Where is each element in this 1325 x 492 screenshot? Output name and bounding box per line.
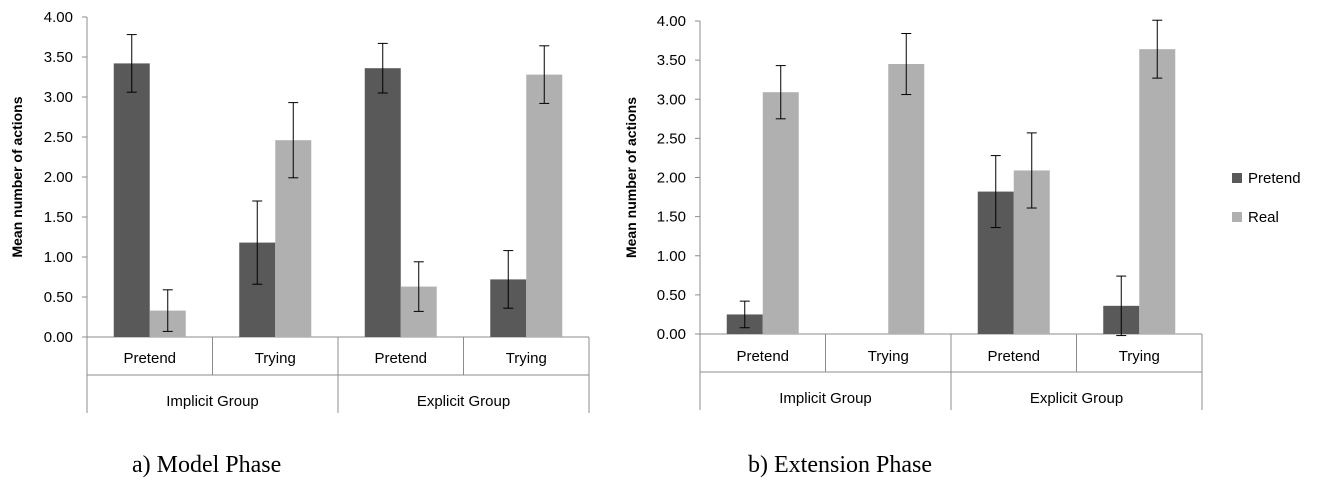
y-tick-label: 0.00 (44, 329, 73, 346)
x-group-label: Explicit Group (1030, 390, 1123, 407)
legend-label: Real (1248, 209, 1279, 226)
y-tick-label: 1.50 (657, 209, 686, 226)
x-tick-label: Pretend (374, 350, 427, 367)
x-tick-label: Trying (1119, 348, 1160, 365)
legend: Pretend Real (1232, 170, 1301, 226)
y-axis-title: Mean number of actions (623, 97, 639, 258)
y-tick-label: 0.00 (657, 326, 686, 343)
y-tick-label: 2.50 (657, 130, 686, 147)
y-tick-label: 1.50 (44, 209, 73, 226)
bar-real (526, 74, 563, 337)
y-tick-label: 2.50 (44, 129, 73, 146)
x-group-label: Implicit Group (166, 393, 259, 410)
y-tick-label: 2.00 (44, 169, 73, 186)
x-group-label: Explicit Group (417, 393, 510, 410)
y-tick-label: 1.00 (657, 248, 686, 265)
legend-label: Pretend (1248, 170, 1301, 187)
y-tick-label: 2.00 (657, 170, 686, 187)
y-tick-label: 0.50 (44, 289, 73, 306)
y-tick-label: 3.00 (44, 89, 73, 106)
x-tick-label: Pretend (736, 348, 789, 365)
chart-model-phase: 0.00 0.50 1.00 1.50 2.00 2.50 3.00 3.50 4.00 Mean… (9, 9, 590, 413)
y-axis-title: Mean number of actions (9, 96, 25, 257)
bar-pretend (364, 68, 401, 337)
y-tick-label: 3.00 (657, 91, 686, 108)
chart-extension-phase: 0.00 0.50 1.00 1.50 2.00 2.50 3.00 3.50 4.00 Mean… (623, 13, 1203, 410)
x-group-label: Implicit Group (779, 390, 872, 407)
bar-real (888, 64, 925, 334)
y-tick-label: 4.00 (44, 9, 73, 26)
bar-real (1139, 49, 1176, 335)
caption-model-phase: a) Model Phase (132, 452, 282, 478)
bar-pretend (113, 63, 150, 338)
legend-swatch-pretend (1232, 173, 1242, 183)
x-tick-label: Pretend (987, 348, 1040, 365)
bar-real (762, 92, 799, 335)
caption-extension-phase: b) Extension Phase (748, 452, 932, 478)
y-tick-label: 0.50 (657, 287, 686, 304)
x-tick-label: Trying (868, 348, 909, 365)
x-tick-label: Trying (255, 350, 296, 367)
x-tick-label: Pretend (123, 350, 176, 367)
y-tick-label: 3.50 (657, 52, 686, 69)
y-tick-label: 3.50 (44, 49, 73, 66)
x-tick-label: Trying (506, 350, 547, 367)
y-tick-label: 4.00 (657, 13, 686, 30)
y-tick-label: 1.00 (44, 249, 73, 266)
legend-swatch-real (1232, 212, 1242, 222)
